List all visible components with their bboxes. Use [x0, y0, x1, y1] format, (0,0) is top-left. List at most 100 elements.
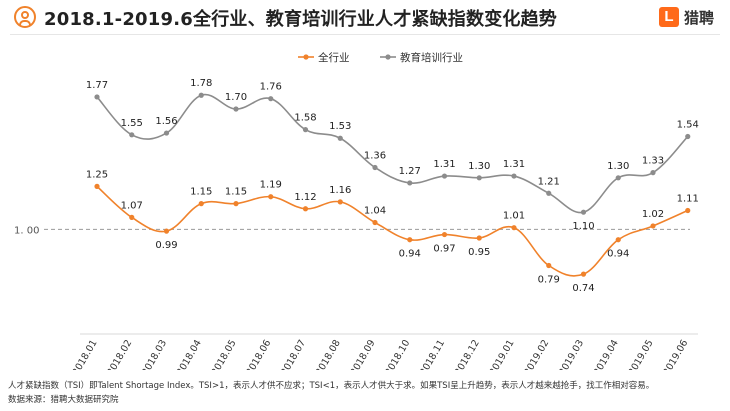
series-1-data-label: 1.31: [433, 159, 455, 170]
legend-marker-1: [385, 54, 391, 60]
series-1-data-label: 1.56: [155, 116, 177, 127]
footnote-definition: 人才紧缺指数（TSI）即Talent Shortage Index。TSI>1，…: [8, 381, 655, 391]
series-0-data-label: 0.99: [155, 240, 177, 251]
series-1-data-label: 1.76: [260, 82, 282, 93]
series-line-0: [96, 185, 689, 277]
series-0-point: [268, 194, 274, 200]
x-tick-label: 2018.09: [348, 338, 377, 370]
series-0-point: [337, 199, 343, 205]
liepin-logo: L 猎聘: [658, 6, 714, 28]
x-tick-label: 2019.02: [522, 338, 551, 370]
logo-text: 猎聘: [683, 8, 714, 27]
legend-marker-0: [303, 54, 309, 60]
series-1-point: [163, 130, 170, 136]
series-0-point: [407, 237, 413, 243]
x-tick-label: 2018.03: [140, 338, 169, 370]
series-0-data-label: 0.94: [399, 249, 421, 260]
logo-mark: L: [658, 7, 679, 27]
series-1-data-label: 1.54: [677, 120, 699, 131]
x-tick-label: 2019.04: [592, 338, 621, 370]
x-tick-label: 2018.11: [418, 338, 447, 370]
series-line-1: [96, 93, 689, 214]
series-0-data-label: 1.19: [260, 180, 282, 191]
series-1-point: [407, 180, 413, 186]
series-0-data-label: 1.16: [329, 185, 351, 196]
series-1-data-label: 1.33: [642, 156, 664, 167]
reference-line-label: 1. 00: [14, 225, 39, 236]
series-1-data-label: 1.31: [503, 159, 525, 170]
series-1-data-label: 1.70: [225, 92, 247, 103]
series-0-point: [685, 207, 691, 214]
series-1-point: [302, 127, 309, 133]
header: 2018.1-2019.6全行业、教育培训行业人才紧缺指数变化趋势 L 猎聘: [0, 0, 730, 34]
series-1-point: [580, 209, 587, 215]
page-title: 2018.1-2019.6全行业、教育培训行业人才紧缺指数变化趋势: [44, 9, 557, 30]
series-1-data-label: 1.21: [538, 176, 560, 187]
series-1-point: [268, 96, 274, 102]
x-tick-label: 2019.06: [661, 338, 690, 370]
series-1-data-label: 1.58: [294, 113, 316, 124]
x-tick-label: 2019.01: [487, 338, 516, 370]
x-tick-label: 2019.03: [557, 338, 586, 370]
legend-label-0: 全行业: [318, 51, 350, 64]
x-tick-label: 2018.01: [70, 338, 99, 370]
x-tick-label: 2018.10: [383, 338, 412, 370]
series-0-data-label: 1.12: [294, 192, 316, 203]
x-tick-label: 2018.12: [453, 338, 482, 370]
x-tick-label: 2019.05: [626, 338, 655, 370]
series-0-point: [233, 201, 239, 207]
series-1-data-label: 1.30: [607, 161, 629, 172]
series-0-point: [198, 201, 204, 207]
series-1-point: [337, 135, 343, 141]
series-1-point: [441, 173, 448, 179]
x-tick-label: 2018.08: [314, 338, 343, 370]
series-1-point: [94, 94, 100, 100]
series-1-point: [233, 106, 239, 112]
series-0-data-label: 1.01: [503, 211, 525, 222]
legend-label-1: 教育培训行业: [400, 51, 463, 64]
x-tick-label: 2018.04: [175, 338, 204, 370]
series-1-point: [511, 173, 517, 179]
series-1-point: [198, 92, 204, 98]
series-1-data-label: 1.10: [572, 221, 594, 232]
series-0-point: [615, 237, 621, 243]
x-tick-label: 2018.06: [244, 338, 273, 370]
footnote-source: 数据来源：猎聘大数据研究院: [8, 395, 119, 405]
series-0-point: [302, 206, 309, 212]
series-0-data-label: 1.15: [225, 187, 247, 198]
series-1-data-label: 1.78: [190, 78, 212, 89]
person-icon: [14, 6, 36, 28]
series-0-point: [546, 262, 552, 269]
x-tick-label: 2018.07: [279, 338, 308, 370]
series-1-point: [129, 132, 135, 138]
series-0-data-label: 0.97: [433, 244, 455, 255]
series-0-point: [650, 223, 656, 229]
series-1-point: [615, 175, 621, 181]
series-0-point: [94, 183, 100, 189]
series-0-point: [372, 219, 378, 226]
series-1-point: [685, 133, 691, 140]
series-1-data-label: 1.27: [399, 166, 421, 177]
series-0-point: [476, 235, 482, 241]
series-1-point: [546, 190, 552, 196]
series-1-point: [476, 175, 482, 181]
series-0-data-label: 0.95: [468, 247, 490, 258]
series-0-data-label: 1.15: [190, 187, 212, 198]
x-tick-label: 2018.02: [105, 338, 134, 370]
series-0-data-label: 1.02: [642, 209, 664, 220]
series-0-point: [163, 228, 170, 234]
series-0-point: [511, 225, 517, 231]
title-divider: [10, 34, 720, 35]
series-0-data-label: 1.07: [121, 200, 143, 211]
series-1-data-label: 1.30: [468, 161, 490, 172]
series-0-data-label: 1.04: [364, 206, 386, 217]
series-0-data-label: 1.25: [86, 169, 108, 180]
series-0-data-label: 1.11: [677, 193, 699, 204]
series-1-data-label: 1.55: [121, 118, 143, 129]
series-0-data-label: 0.94: [607, 249, 629, 260]
series-1-point: [650, 170, 656, 176]
series-1-data-label: 1.53: [329, 121, 351, 132]
series-0-point: [129, 214, 135, 220]
series-0-point: [441, 231, 448, 238]
series-0-data-label: 0.74: [572, 283, 594, 294]
